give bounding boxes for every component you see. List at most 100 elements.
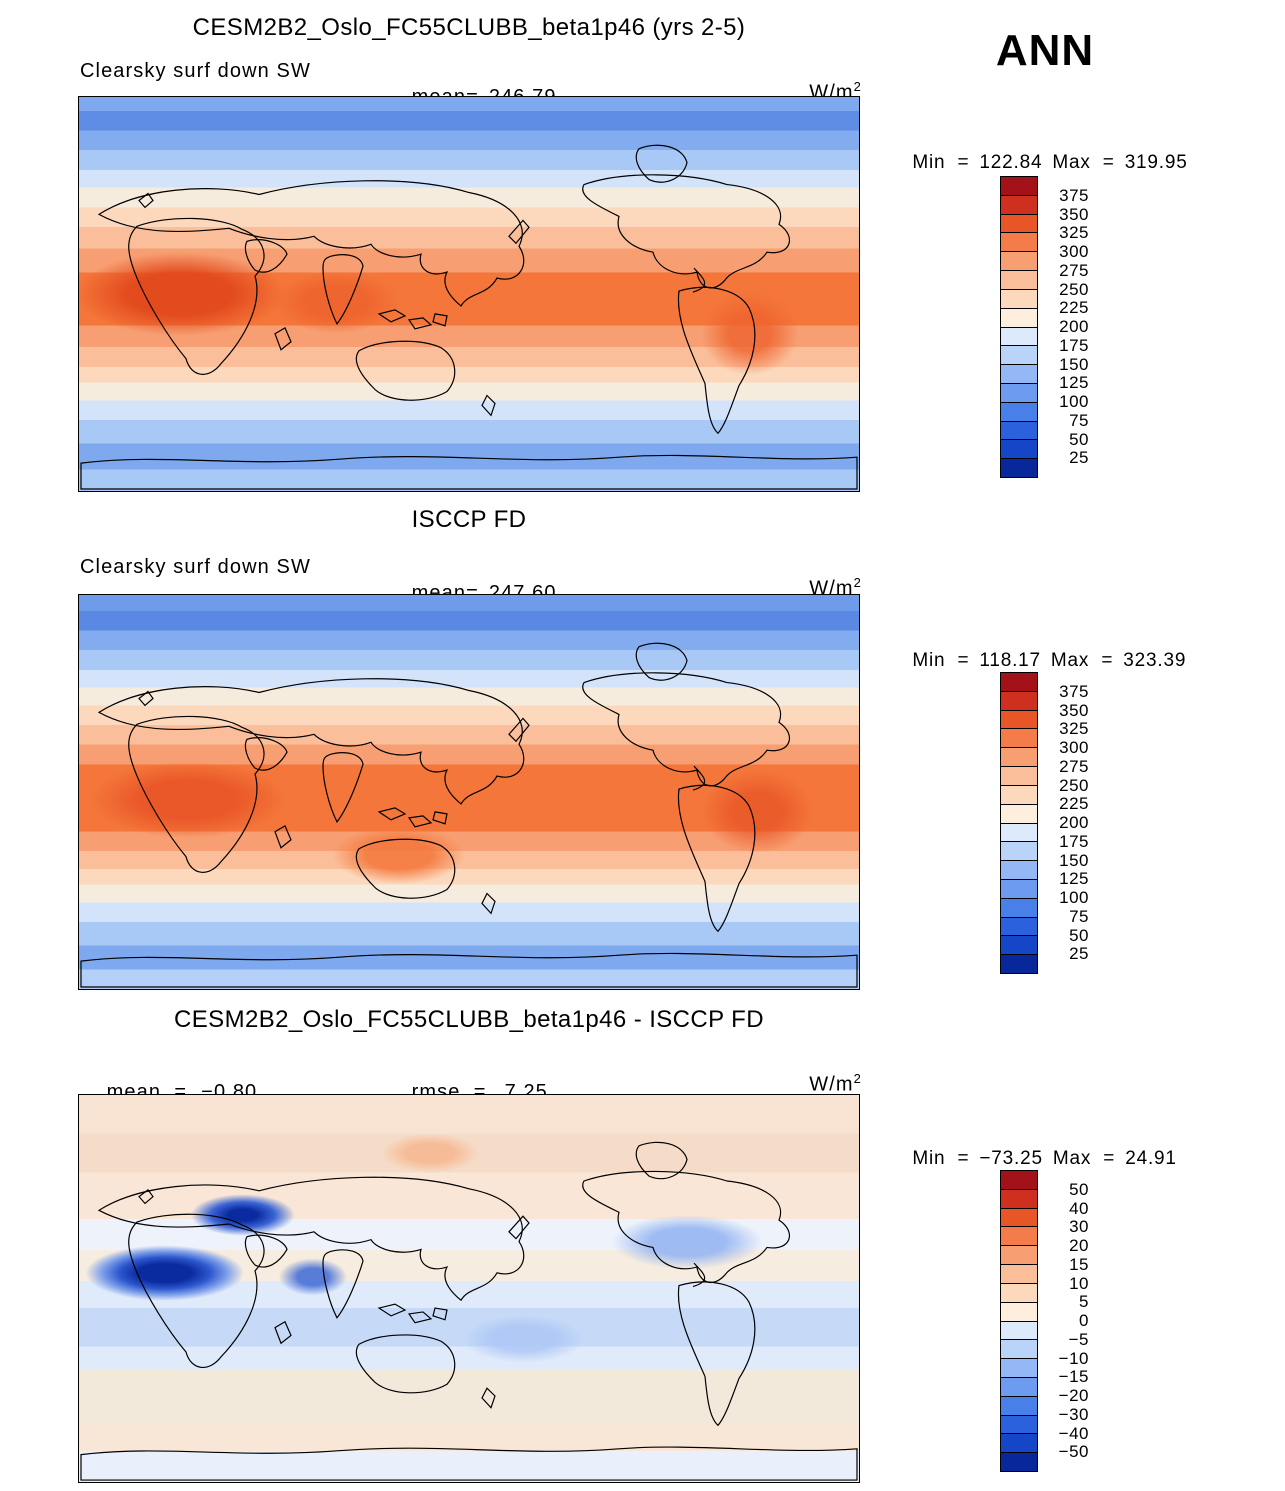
colorbar-cell xyxy=(1001,803,1037,823)
colorbar-cell xyxy=(1001,213,1037,233)
max-value: 323.39 xyxy=(1123,650,1187,671)
colorbar-tick: −30 xyxy=(1058,1404,1089,1424)
colorbar-cell xyxy=(1001,878,1037,898)
colorbar-cell xyxy=(1001,673,1037,691)
units-base: W/m xyxy=(809,1073,854,1096)
colorbar-tick-labels: 375 350 325 300 275 250 225 200 175 150 125 100 75 50… xyxy=(1037,673,1099,973)
panel-model-minmax: Min = 122.84 Max = 319.95 xyxy=(888,130,1198,196)
max-label: Max = xyxy=(1050,650,1114,671)
colorbar-cell xyxy=(1001,766,1037,785)
colorbar-tick: −10 xyxy=(1058,1348,1089,1368)
colorbar-tick: 25 xyxy=(1069,448,1089,468)
panel-diff-units: W/m2 xyxy=(760,1048,862,1120)
colorbar-cell xyxy=(1001,954,1037,973)
panel-diff-minmax: Min = −73.25 Max = 24.91 xyxy=(888,1126,1187,1192)
colorbar-cell xyxy=(1001,690,1037,710)
colorbar-cell xyxy=(1001,270,1037,289)
max-value: 319.95 xyxy=(1124,152,1188,173)
colorbar-cell xyxy=(1001,251,1037,271)
colorbar-tick: 50 xyxy=(1069,1179,1089,1199)
coastlines-overlay xyxy=(80,1141,858,1481)
colorbar-tick: 175 xyxy=(1059,831,1089,851)
colorbar-tick: 250 xyxy=(1059,279,1089,299)
colorbar-cell xyxy=(1001,1188,1037,1208)
colorbar-tick-labels: 50 40 30 20 15 10 5 0 −5 −10 −15 −20 −30 −40 −50 xyxy=(1037,1171,1099,1471)
colorbar-cell xyxy=(1001,935,1037,955)
map-model xyxy=(78,96,860,492)
colorbar-cell xyxy=(1001,458,1037,477)
colorbar-cell xyxy=(1001,728,1037,748)
colorbar-cell xyxy=(1001,1414,1037,1434)
season-label: ANN xyxy=(995,26,1095,75)
colorbar-tick-labels: 375 350 325 300 275 250 225 200 175 150 125 100 75 50… xyxy=(1037,177,1099,477)
min-label: Min = xyxy=(912,152,970,173)
colorbar-tick: 20 xyxy=(1069,1236,1089,1255)
colorbar-cell xyxy=(1001,784,1037,804)
colorbar-cell xyxy=(1001,841,1037,861)
units-exponent: 2 xyxy=(853,79,862,94)
colorbar-tick: 100 xyxy=(1059,888,1089,907)
colorbar-tick: 325 xyxy=(1059,223,1089,243)
colorbar-cell xyxy=(1001,747,1037,767)
max-label: Max = xyxy=(1052,152,1115,173)
max-value: 24.91 xyxy=(1125,1148,1177,1169)
colorbar-cell xyxy=(1001,1171,1037,1189)
colorbar-tick: 225 xyxy=(1059,794,1089,814)
min-value: 118.17 xyxy=(979,650,1041,671)
colorbar-tick: 200 xyxy=(1059,317,1089,336)
colorbar-cell xyxy=(1001,860,1037,879)
colorbar-cell xyxy=(1001,822,1037,842)
colorbar-cell xyxy=(1001,897,1037,917)
coastlines-overlay xyxy=(80,144,858,490)
colorbar-tick: −50 xyxy=(1058,1442,1089,1462)
colorbar-cell xyxy=(1001,382,1037,402)
max-label: Max = xyxy=(1052,1148,1116,1169)
colorbar-cell xyxy=(1001,439,1037,459)
colorbar-tick: 250 xyxy=(1059,775,1089,795)
colorbar-cell xyxy=(1001,916,1037,936)
panel-model-title: CESM2B2_Oslo_FC55CLUBB_beta1p46 (yrs 2-5… xyxy=(192,14,746,41)
map-obs xyxy=(78,594,860,990)
colorbar-cell xyxy=(1001,1301,1037,1321)
colorbar-cell xyxy=(1001,401,1037,421)
colorbar-tick: 10 xyxy=(1069,1273,1089,1293)
colorbar-cell xyxy=(1001,194,1037,214)
panel-model-variable-label: Clearsky surf down SW xyxy=(80,60,311,82)
colorbar-tick: 15 xyxy=(1069,1254,1089,1274)
colorbar-tick: 175 xyxy=(1059,335,1089,355)
colorbar-cell xyxy=(1001,1433,1037,1453)
min-label: Min = xyxy=(912,1148,970,1169)
coastlines-overlay xyxy=(80,642,858,988)
colorbar-cell xyxy=(1001,1339,1037,1359)
colorbar-tick: 225 xyxy=(1059,298,1089,318)
colorbar-tick: 200 xyxy=(1059,813,1089,832)
colorbar-tick: 300 xyxy=(1059,738,1089,757)
colorbar-tick: −20 xyxy=(1058,1386,1089,1405)
colorbar-cell xyxy=(1001,232,1037,252)
colorbar-cell xyxy=(1001,1452,1037,1471)
colorbar-tick: 75 xyxy=(1069,410,1089,430)
colorbar-cell xyxy=(1001,1264,1037,1283)
colorbar-tick: 100 xyxy=(1059,392,1089,411)
colorbar-tick: 150 xyxy=(1059,850,1089,870)
colorbar-cell xyxy=(1001,1245,1037,1265)
colorbar-tick: 275 xyxy=(1059,260,1089,280)
colorbar-tick: 75 xyxy=(1069,906,1089,926)
colorbar-tick: 125 xyxy=(1059,373,1089,393)
colorbar-cell xyxy=(1001,1226,1037,1246)
colorbar-cell xyxy=(1001,1376,1037,1396)
colorbar-tick: −15 xyxy=(1058,1367,1089,1387)
colorbar-tick: 275 xyxy=(1059,756,1089,776)
colorbar-tick: 0 xyxy=(1079,1311,1089,1330)
map-diff xyxy=(78,1094,860,1483)
colorbar-cell xyxy=(1001,1207,1037,1227)
colorbar-tick: 25 xyxy=(1069,944,1089,964)
min-value: −73.25 xyxy=(979,1148,1043,1169)
colorbar-tick: 50 xyxy=(1069,925,1089,945)
colorbar-tick: 125 xyxy=(1059,869,1089,889)
min-value: 122.84 xyxy=(979,152,1043,173)
panel-obs-minmax: Min = 118.17 Max = 323.39 xyxy=(888,628,1196,694)
colorbar-model: 375 350 325 300 275 250 225 200 175 150 125 100 75 50… xyxy=(1000,176,1089,478)
units-exponent: 2 xyxy=(853,575,862,590)
